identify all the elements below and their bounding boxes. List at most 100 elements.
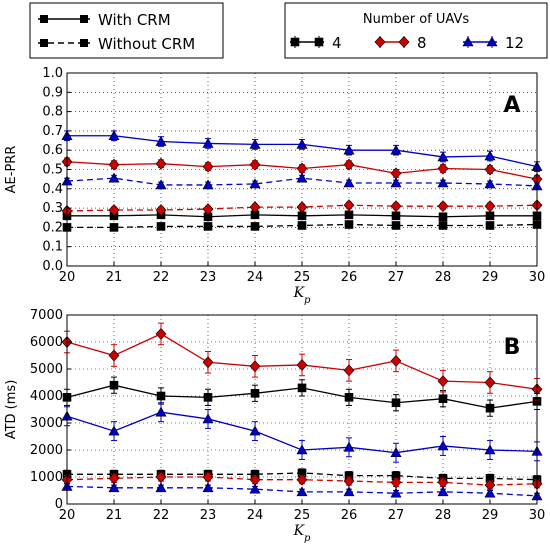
panel-b-xtick-label-7: 27 xyxy=(388,508,405,523)
panel-b-marker-4-with-6 xyxy=(344,393,354,402)
legend-without-crm-marker-right xyxy=(80,39,88,47)
panel-a-marker-4-with-8 xyxy=(438,212,448,222)
panel-a-series-12-without xyxy=(61,172,543,191)
panel-b-xtick-label-0: 20 xyxy=(59,508,76,523)
panel-a-marker-4-without-6 xyxy=(344,220,354,229)
panel-a-marker-12-with-6 xyxy=(343,144,355,155)
panel-a-marker-8-without-7 xyxy=(390,200,402,213)
panel-b-marker-4-with-8 xyxy=(438,394,448,404)
legend-without-crm-label: Without CRM xyxy=(98,35,195,53)
panel-a-marker-8-without-6 xyxy=(343,199,355,212)
legend-crm: With CRM Without CRM xyxy=(29,2,224,59)
panel-b-marker-8-with-5 xyxy=(296,359,308,371)
panel-a-marker-12-without-6 xyxy=(343,177,355,188)
panel-a-marker-8-with-6 xyxy=(343,158,355,171)
panel-b-marker-12-without-3 xyxy=(202,482,214,493)
panel-b-marker-12-without-1 xyxy=(108,482,120,493)
panel-b-marker-12-with-4 xyxy=(249,425,261,436)
legend-uav-label-8: 8 xyxy=(417,34,427,52)
legend-uavs-title: Number of UAVs xyxy=(363,12,469,27)
panel-b-marker-12-without-4 xyxy=(249,483,261,494)
panel-b-marker-12-with-6 xyxy=(343,441,355,452)
panel-b-ytick-label-1: 1000 xyxy=(30,470,63,485)
panel-b-marker-8-with-2 xyxy=(155,327,167,340)
panel-a-series-4-with xyxy=(62,210,542,222)
legend-entry-without-crm: Without CRM xyxy=(38,35,195,53)
legend-uav-entry-12: 12 xyxy=(462,34,524,52)
panel-a-marker-4-without-4 xyxy=(250,222,260,231)
legend-with-crm-marker-right xyxy=(80,15,88,23)
panel-a-xtick-label-2: 22 xyxy=(153,270,170,285)
panel-a-ytick-label-0: 0.0 xyxy=(42,259,63,274)
panel-b-marker-12-with-5 xyxy=(296,444,308,455)
panel-b-marker-12-with-1 xyxy=(108,425,120,436)
legend-crm-frame xyxy=(29,2,224,59)
panel-a-marker-8-without-1 xyxy=(108,204,120,216)
panel-a-marker-12-without-4 xyxy=(249,178,261,189)
panel-b-ytick-label-0: 0 xyxy=(55,497,63,512)
panel-b-marker-4-with-5 xyxy=(297,383,307,393)
panel-a-ytick-label-8: 0.8 xyxy=(42,105,63,120)
panel-b-marker-4-with-3 xyxy=(203,393,213,402)
panel-a-marker-8-with-9 xyxy=(484,163,496,176)
legend-uav-marker-4-1 xyxy=(314,37,324,47)
panel-a-marker-4-without-3 xyxy=(203,222,213,231)
panel-a-marker-12-without-1 xyxy=(108,172,120,183)
panel-a-marker-4-with-6 xyxy=(344,210,354,220)
panel-a-marker-12-without-2 xyxy=(155,179,167,190)
panel-b-ytick-label-5: 5000 xyxy=(30,362,63,377)
panel-b-xtick-label-9: 29 xyxy=(482,508,499,523)
panel-a-marker-12-with-3 xyxy=(202,137,214,148)
panel-a-marker-8-without-4 xyxy=(249,201,261,214)
panel-b-marker-12-with-8 xyxy=(437,440,449,451)
panel-a-xtick-label-7: 27 xyxy=(388,270,405,285)
panel-b-ytick-label-6: 6000 xyxy=(30,335,63,350)
panel-a-ytick-label-1: 0.1 xyxy=(42,240,63,255)
legend-uav-label-4: 4 xyxy=(332,34,342,52)
panel-b-series-4-with xyxy=(62,376,542,417)
panel-a-marker-4-with-9 xyxy=(485,211,495,221)
panel-a-xtick-label-9: 29 xyxy=(482,270,499,285)
panel-b-marker-8-with-9 xyxy=(484,376,496,389)
panel-b-xlabel: Kp xyxy=(293,523,311,544)
panel-a-xtick-label-8: 28 xyxy=(435,270,452,285)
panel-a-marker-8-with-5 xyxy=(296,162,308,175)
panel-b-xtick-label-4: 24 xyxy=(247,508,264,523)
panel-a-ytick-label-9: 0.9 xyxy=(42,85,63,100)
panel-b-xtick-label-2: 22 xyxy=(153,508,170,523)
panel-a-ytick-label-2: 0.2 xyxy=(42,220,63,235)
panel-a-marker-12-with-9 xyxy=(484,150,496,161)
panel-a-marker-12-without-3 xyxy=(202,179,214,190)
panel-a-marker-4-without-1 xyxy=(109,223,119,232)
panel-a-xtick-label-0: 20 xyxy=(59,270,76,285)
panel-a-ylabel: AE-PRR xyxy=(4,146,19,194)
panel-b-marker-8-with-1 xyxy=(108,349,120,362)
panel-a-marker-12-with-2 xyxy=(155,135,167,146)
panel-b-ytick-label-7: 7000 xyxy=(30,308,63,323)
panel-a-marker-8-with-2 xyxy=(155,157,167,170)
legend-without-crm-marker-left xyxy=(40,39,48,47)
panel-a-marker-12-with-8 xyxy=(437,151,449,162)
panel-a-marker-4-without-5 xyxy=(297,221,307,230)
panel-b-marker-12-with-3 xyxy=(202,413,214,424)
panel-b-marker-12-with-9 xyxy=(484,444,496,455)
panel-a-letter: A xyxy=(503,93,520,118)
panel-b: 0 1000 2000 3000 4000 5000 6000 7000 20 21 22 23 24 2… xyxy=(4,308,545,544)
panel-b-marker-4-with-7 xyxy=(391,398,401,408)
panel-a-marker-4-with-7 xyxy=(391,211,401,221)
panel-a-ytick-label-4: 0.4 xyxy=(42,182,63,197)
panel-b-xtick-label-10: 30 xyxy=(529,508,546,523)
panel-b-xtick-label-5: 25 xyxy=(294,508,311,523)
panel-b-marker-12-without-5 xyxy=(296,486,308,497)
panel-a-marker-8-with-4 xyxy=(249,158,261,171)
panel-b-xtick-label-8: 28 xyxy=(435,508,452,523)
panel-b-marker-8-with-3 xyxy=(202,356,214,369)
legend-uav-marker-8-1 xyxy=(398,36,410,48)
legend-uav-entry-4: 4 xyxy=(290,34,342,52)
panel-a-marker-8-with-8 xyxy=(437,162,449,175)
legend-with-crm-label: With CRM xyxy=(98,11,171,29)
legend-entry-with-crm: With CRM xyxy=(38,11,171,29)
panel-a-marker-4-without-2 xyxy=(156,222,166,231)
panel-a-marker-8-without-8 xyxy=(437,200,449,213)
